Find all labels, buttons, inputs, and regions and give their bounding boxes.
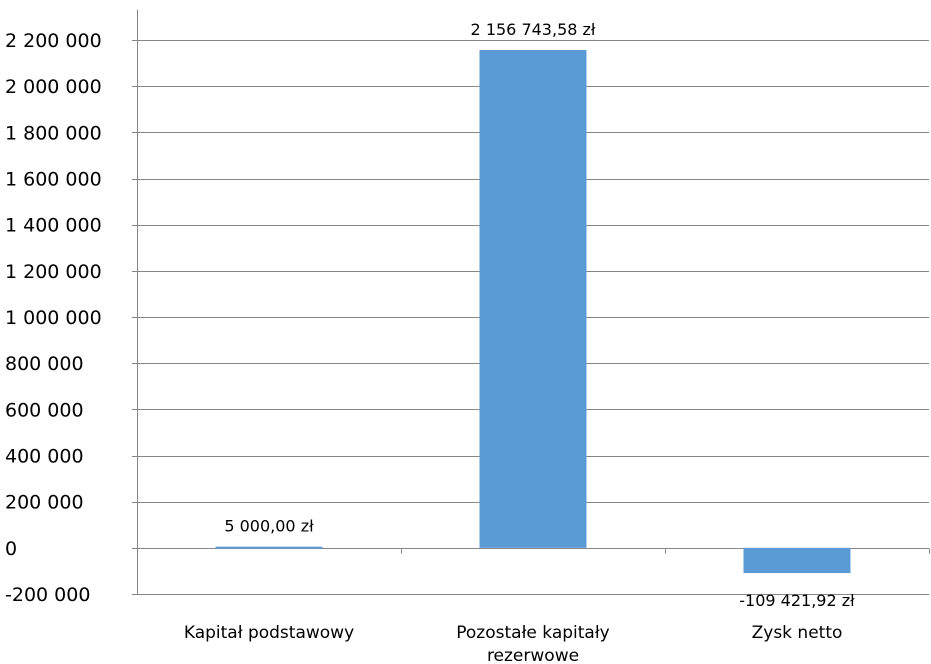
y-tick-label: 400 000	[5, 446, 84, 468]
bar	[215, 546, 323, 549]
y-tick-label: 0	[5, 538, 17, 560]
y-tick-label: 600 000	[5, 399, 84, 421]
y-tick-label: -200 000	[5, 584, 90, 606]
category-label: Zysk netto	[752, 623, 843, 643]
data-label: -109 421,92 zł	[739, 591, 855, 610]
y-axis-tick-labels: -200 000 0 200 000 400 000 600 000 800 000 1 0…	[5, 30, 102, 606]
category-label: Kapitał podstawowy	[184, 623, 354, 643]
y-tick-label: 1 000 000	[5, 307, 102, 329]
y-tick-label: 1 400 000	[5, 215, 102, 237]
category-label: Pozostałe kapitały	[456, 623, 609, 643]
category-label: rezerwowe	[487, 646, 579, 664]
y-tick-label: 1 200 000	[5, 261, 102, 283]
bar	[743, 547, 851, 574]
bar	[479, 49, 587, 548]
y-tick-label: 200 000	[5, 492, 84, 514]
data-label: 2 156 743,58 zł	[471, 20, 596, 39]
y-tick-label: 800 000	[5, 353, 84, 375]
data-labels: 5 000,00 zł 2 156 743,58 zł -109 421,92 zł	[224, 20, 855, 610]
y-tick-label: 1 600 000	[5, 169, 102, 191]
y-tick-label: 1 800 000	[5, 122, 102, 144]
data-label: 5 000,00 zł	[224, 517, 314, 536]
y-tick-label: 2 200 000	[5, 30, 102, 52]
x-axis-category-labels: Kapitał podstawowy Pozostałe kapitały reze…	[184, 623, 843, 664]
bars	[215, 49, 851, 574]
y-tick-label: 2 000 000	[5, 76, 102, 98]
axes	[132, 10, 930, 595]
